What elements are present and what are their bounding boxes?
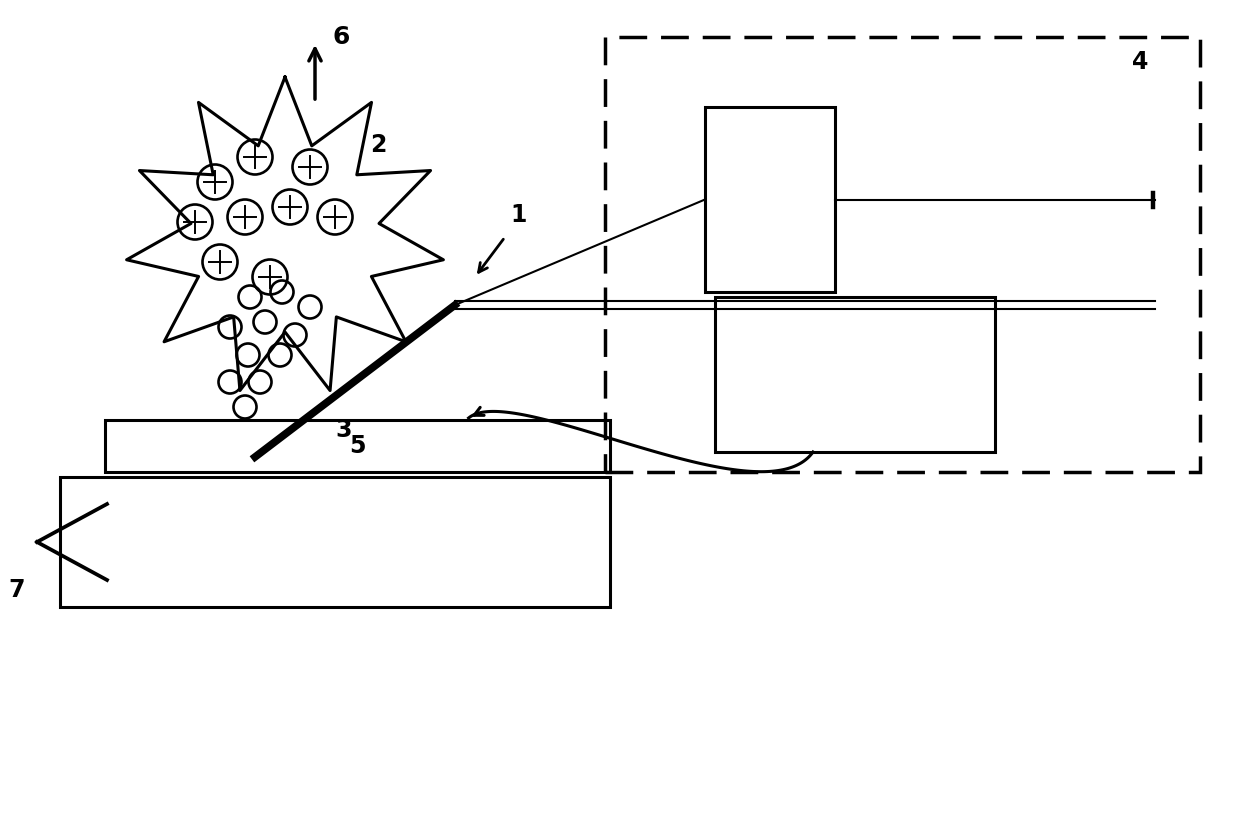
Text: 6: 6 <box>334 25 351 49</box>
Bar <box>105 420 610 472</box>
Bar <box>706 107 835 292</box>
Text: 3: 3 <box>335 418 351 442</box>
Bar <box>605 37 1200 472</box>
Bar <box>715 297 994 452</box>
Text: 2: 2 <box>370 133 387 157</box>
Text: 7: 7 <box>7 578 25 602</box>
Text: 1: 1 <box>510 203 526 227</box>
Text: 5: 5 <box>350 434 366 458</box>
Text: 4: 4 <box>1132 50 1148 74</box>
Bar <box>60 477 610 607</box>
